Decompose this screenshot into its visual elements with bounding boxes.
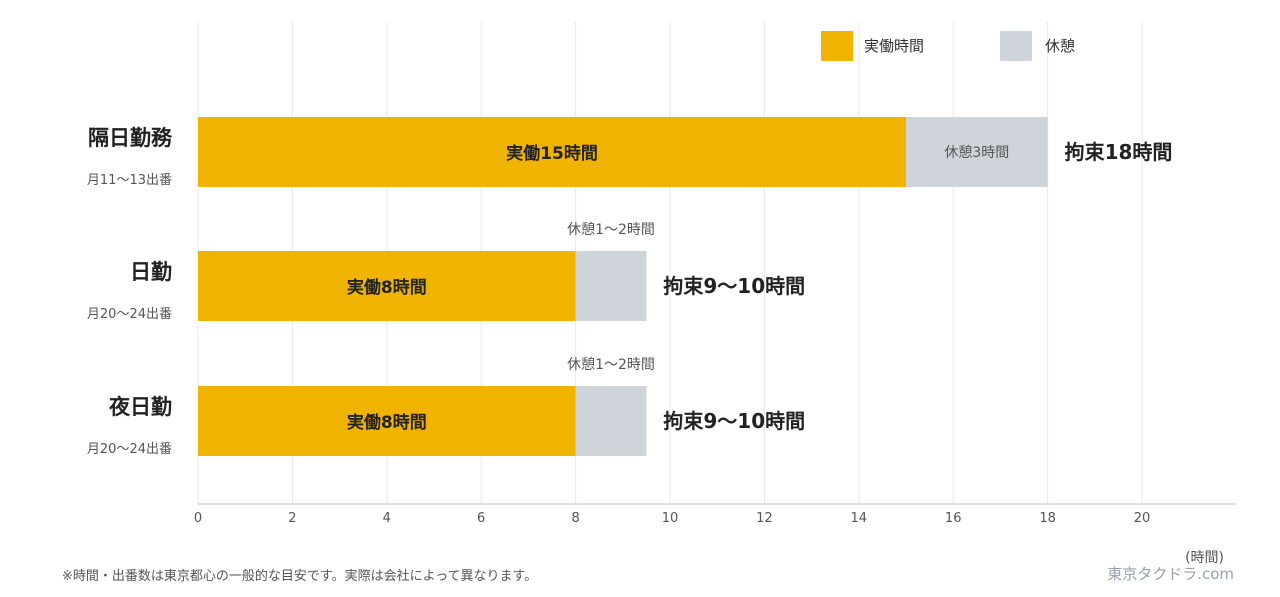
bar-rest-label: 休憩3時間 <box>944 144 1009 161</box>
x-tick-label: 12 <box>756 511 773 526</box>
bar-rest-label: 休憩1〜2時間 <box>567 356 655 373</box>
legend-swatch-work <box>821 31 853 61</box>
category-sublabel: 月20〜24出番 <box>87 442 172 457</box>
brand-watermark: 東京タクドラ.com <box>1107 565 1234 583</box>
x-tick-label: 0 <box>194 511 202 526</box>
x-tick-label: 6 <box>477 511 485 526</box>
footnote: ※時間・出番数は東京都心の一般的な目安です。実際は会社によって異なります。 <box>62 569 538 584</box>
x-tick-label: 20 <box>1134 511 1151 526</box>
legend-swatch-rest <box>1000 31 1032 61</box>
bar-total-label: 拘束18時間 <box>1065 140 1173 164</box>
bar-work <box>198 117 906 187</box>
x-tick-label: 14 <box>851 511 868 526</box>
bar-work-label: 実働8時間 <box>347 277 427 298</box>
bar-rest <box>906 117 1048 187</box>
x-tick-label: 10 <box>662 511 679 526</box>
x-axis-unit-label: (時間) <box>1185 550 1224 566</box>
category-sublabel: 月11〜13出番 <box>87 173 172 188</box>
bar-work-label: 実働15時間 <box>506 143 598 164</box>
x-tick-label: 4 <box>383 511 391 526</box>
legend-label-work: 実働時間 <box>864 37 924 55</box>
bar-rest <box>575 386 647 456</box>
bar-rest-label: 休憩1〜2時間 <box>567 221 655 238</box>
bar-work <box>198 386 576 456</box>
x-tick-label: 18 <box>1039 511 1056 526</box>
legend-label-rest: 休憩 <box>1045 37 1075 55</box>
category-label: 隔日勤務 <box>88 126 173 150</box>
x-tick-label: 8 <box>571 511 579 526</box>
bar-total-label: 拘束9〜10時間 <box>663 409 805 433</box>
bar-work-label: 実働8時間 <box>347 412 427 433</box>
category-label: 日勤 <box>130 260 172 284</box>
x-tick-label: 2 <box>288 511 296 526</box>
category-sublabel: 月20〜24出番 <box>87 307 172 322</box>
bar-rest <box>575 251 647 321</box>
bar-work <box>198 251 576 321</box>
bar-total-label: 拘束9〜10時間 <box>663 274 805 298</box>
category-label: 夜日勤 <box>108 395 172 419</box>
x-tick-label: 16 <box>945 511 962 526</box>
